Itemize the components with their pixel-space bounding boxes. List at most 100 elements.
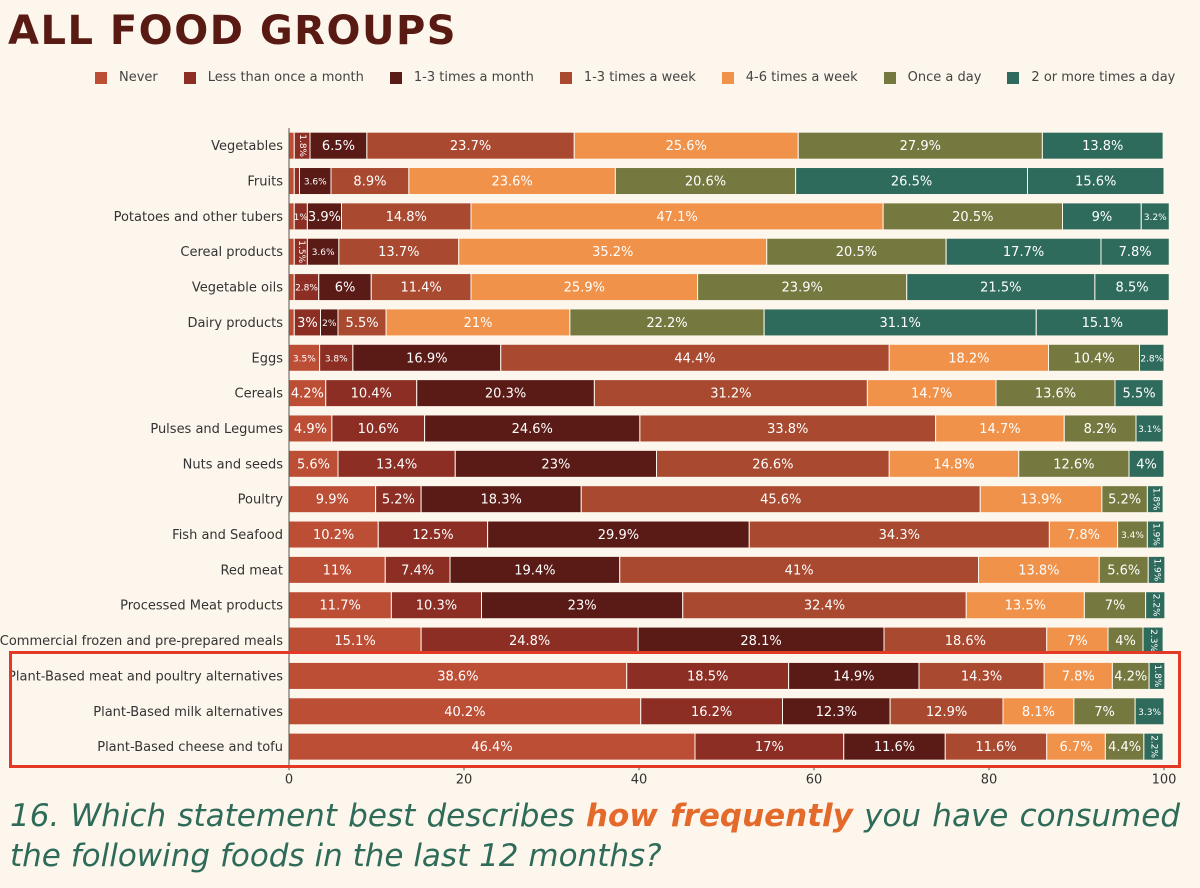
data-label-eggs-4-6-times-a-week: 18.2% (948, 351, 989, 366)
bar-poultry-never (288, 485, 377, 514)
bar-vegetable-oils-2-or-more-times-a-day (906, 273, 1096, 302)
data-label-nuts-and-seeds-4-6-times-a-week: 14.8% (933, 457, 974, 472)
data-label-fruits-2-or-more-times-a-day-continued: 15.6% (1075, 175, 1116, 190)
bar-processed-meat-products-1-3-times-a-week (682, 591, 967, 620)
bar-cereal-products-4-6-times-a-week (458, 237, 768, 266)
data-label-processed-meat-products-4-6-times-a-week: 13.5% (1005, 599, 1046, 614)
bar-red-meat-once-a-day (1098, 555, 1149, 584)
data-label-vegetables-2-or-more-times-a-day: 13.8% (1082, 139, 1123, 154)
bar-fruits-less-than-once-a-month (293, 167, 300, 196)
category-label-commercial-frozen-and-pre-prepared-meals: Commercial frozen and pre-prepared meals (0, 634, 283, 649)
data-label-vegetables-once-a-day: 27.9% (900, 139, 941, 154)
data-label-cereal-products-less-than-once-a-month: 1.5% (296, 240, 306, 263)
data-label-potatoes-and-other-tubers-2-or-more-times-a-day: 9% (1092, 210, 1113, 225)
data-label-plant-based-milk-alternatives-once-a-day: 7% (1094, 705, 1115, 720)
bar-cereals-4-6-times-a-week (866, 379, 997, 408)
data-label-plant-based-milk-alternatives-never: 40.2% (444, 705, 485, 720)
legend-label-1-3-times-a-month: 1-3 times a month (413, 70, 534, 85)
x-tick-label-20: 20 (456, 772, 473, 787)
data-label-fish-and-seafood-never: 10.2% (313, 528, 354, 543)
legend-item-1-3-times-a-month: 1-3 times a month (389, 70, 534, 85)
data-label-processed-meat-products-2-or-more-times-a-day: 2.2% (1150, 594, 1160, 617)
data-label-dairy-products-less-than-once-a-month: 3% (297, 316, 318, 331)
data-label-fruits-4-6-times-a-week: 23.6% (491, 175, 532, 190)
bar-vegetables-2-or-more-times-a-day (1041, 131, 1164, 160)
bar-processed-meat-products-less-than-once-a-month (390, 591, 482, 620)
bar-vegetable-oils-never (288, 273, 295, 302)
bar-vegetable-oils-less-than-once-a-month (293, 273, 320, 302)
data-label-pulses-and-legumes-never: 4.9% (294, 422, 327, 437)
bar-fruits-once-a-day (614, 167, 797, 196)
bar-cereal-products-never (288, 237, 295, 266)
data-label-vegetables-4-6-times-a-week: 25.6% (666, 139, 707, 154)
data-label-cereal-products-4-6-times-a-week: 35.2% (592, 245, 633, 260)
category-label-red-meat: Red meat (220, 563, 283, 578)
bar-fish-and-seafood-1-3-times-a-week (748, 520, 1050, 549)
data-label-nuts-and-seeds-less-than-once-a-month: 13.4% (376, 457, 417, 472)
bar-plant-based-milk-alternatives-less-than-once-a-month (640, 697, 783, 726)
bar-poultry-once-a-day (1101, 485, 1148, 514)
bar-cereals-2-or-more-times-a-day (1114, 379, 1164, 408)
data-label-pulses-and-legumes-4-6-times-a-week: 14.7% (979, 422, 1020, 437)
bar-plant-based-milk-alternatives-never (288, 697, 642, 726)
legend-item-less-than-once-a-month: Less than once a month (183, 70, 364, 85)
x-tick-label-100: 100 (1152, 772, 1177, 787)
bar-fish-and-seafood-once-a-day (1117, 520, 1148, 549)
data-label-nuts-and-seeds-2-or-more-times-a-day: 4% (1136, 457, 1157, 472)
bar-red-meat-1-3-times-a-month (449, 555, 621, 584)
data-label-fish-and-seafood-less-than-once-a-month: 12.5% (412, 528, 453, 543)
data-label-pulses-and-legumes-less-than-once-a-month: 10.6% (358, 422, 399, 437)
legend-swatch-1-3-times-a-week (559, 71, 572, 84)
legend-label-2-or-more-times-a-day: 2 or more times a day (1031, 70, 1176, 85)
category-label-plant-based-meat-and-poultry-alternatives: Plant-Based meat and poultry alternative… (8, 669, 283, 684)
data-label-red-meat-once-a-day: 5.6% (1107, 563, 1140, 578)
legend-label-1-3-times-a-week: 1-3 times a week (583, 70, 696, 85)
data-label-fruits-once-a-day: 20.6% (685, 175, 726, 190)
legend-swatch-never (95, 71, 107, 84)
category-label-poultry: Poultry (238, 493, 284, 508)
bar-vegetable-oils-1-3-times-a-week (370, 273, 472, 302)
data-label-fruits-1-3-times-a-week: 8.9% (353, 175, 386, 190)
data-label-commercial-frozen-and-pre-prepared-meals-less-than-once-a-month: 24.8% (509, 634, 550, 649)
data-label-eggs-1-3-times-a-month: 16.9% (406, 351, 447, 366)
bar-commercial-frozen-and-pre-prepared-meals-never (288, 626, 422, 655)
category-label-dairy-products: Dairy products (187, 316, 283, 331)
data-label-processed-meat-products-less-than-once-a-month: 10.3% (416, 599, 457, 614)
category-label-potatoes-and-other-tubers: Potatoes and other tubers (114, 210, 284, 225)
bar-eggs-2-or-more-times-a-day (1139, 343, 1165, 372)
legend-item-once-a-day: Once a day (883, 70, 981, 85)
data-label-cereal-products-2-or-more-times-a-day: 17.7% (1003, 245, 1044, 260)
bar-pulses-and-legumes-1-3-times-a-week (639, 414, 937, 443)
bar-processed-meat-products-once-a-day (1083, 591, 1147, 620)
bar-vegetables-never (288, 131, 295, 160)
bar-fruits-1-3-times-a-week (330, 167, 410, 196)
bar-fruits-2-or-more-times-a-day-continued (1027, 167, 1165, 196)
data-label-red-meat-1-3-times-a-week: 41% (785, 563, 814, 578)
bar-fish-and-seafood-4-6-times-a-week (1048, 520, 1119, 549)
bar-nuts-and-seeds-less-than-once-a-month (337, 449, 456, 478)
category-label-vegetable-oils: Vegetable oils (192, 281, 283, 296)
x-tick-label-40: 40 (631, 772, 648, 787)
legend-label-never: Never (119, 70, 158, 85)
data-label-processed-meat-products-1-3-times-a-month: 23% (568, 599, 597, 614)
data-label-plant-based-meat-and-poultry-alternatives-never: 38.6% (437, 669, 478, 684)
data-label-dairy-products-1-3-times-a-week: 5.5% (346, 316, 379, 331)
data-label-poultry-2-or-more-times-a-day: 1.8% (1150, 488, 1160, 511)
data-label-vegetable-oils-once-a-day: 23.9% (782, 281, 823, 296)
data-label-potatoes-and-other-tubers-1-3-times-a-month: 3.9% (308, 210, 341, 225)
bar-fish-and-seafood-2-or-more-times-a-day (1146, 520, 1165, 549)
bar-fish-and-seafood-1-3-times-a-month (487, 520, 750, 549)
data-label-dairy-products-once-a-day: 22.2% (646, 316, 687, 331)
data-label-plant-based-milk-alternatives-4-6-times-a-week: 8.1% (1022, 705, 1055, 720)
data-label-poultry-less-than-once-a-month: 5.2% (382, 493, 415, 508)
bar-commercial-frozen-and-pre-prepared-meals-2-or-more-times-a-day (1142, 626, 1164, 655)
bar-potatoes-and-other-tubers-once-a-day (882, 202, 1063, 231)
bar-nuts-and-seeds-1-3-times-a-month (454, 449, 657, 478)
data-label-plant-based-meat-and-poultry-alternatives-1-3-times-a-week: 14.3% (961, 669, 1002, 684)
question-text-end: you have consumed the following foods in… (10, 798, 1180, 874)
bar-nuts-and-seeds-1-3-times-a-week (656, 449, 890, 478)
data-label-potatoes-and-other-tubers-4-6-times-a-week: 47.1% (656, 210, 697, 225)
plant-based-highlight-box (9, 651, 1181, 768)
bar-red-meat-1-3-times-a-week (619, 555, 979, 584)
bar-plant-based-milk-alternatives-once-a-day (1073, 697, 1136, 726)
